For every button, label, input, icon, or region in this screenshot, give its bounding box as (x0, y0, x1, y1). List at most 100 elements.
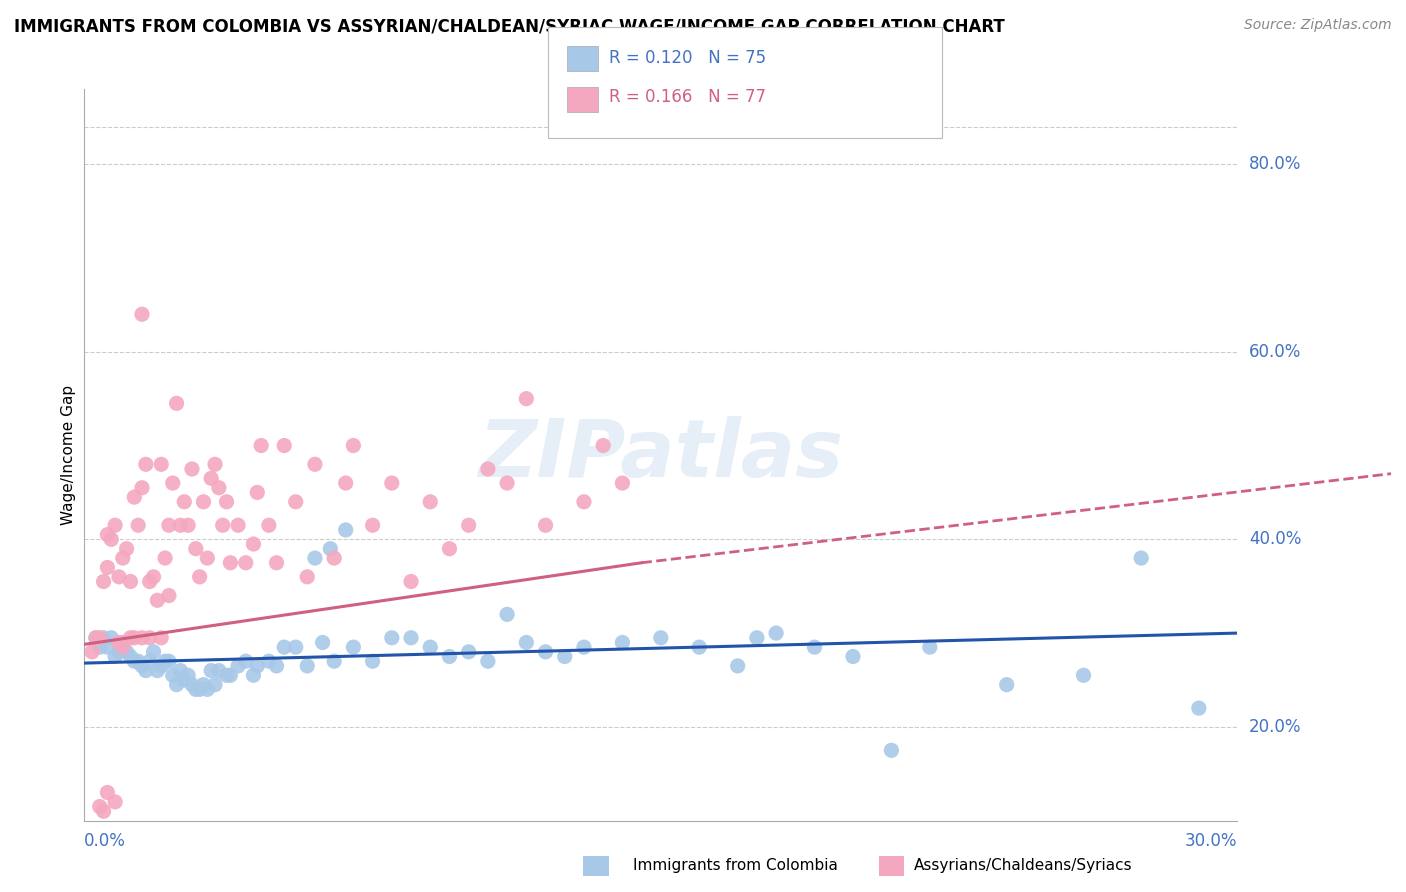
Point (304, 458, 326, 472)
Point (173, 495, 195, 509)
Point (335, 523, 357, 537)
Text: Source: ZipAtlas.com: Source: ZipAtlas.com (1244, 18, 1392, 32)
Point (235, 556, 257, 570)
Point (200, 664, 222, 678)
Point (219, 668, 242, 682)
Point (273, 640, 295, 655)
Point (496, 476, 519, 491)
Point (592, 438, 614, 452)
Point (381, 631, 404, 645)
Point (419, 495, 441, 509)
Point (842, 649, 865, 664)
Point (323, 654, 346, 668)
Point (84, 631, 107, 645)
Point (304, 551, 326, 566)
Point (439, 541, 461, 556)
Point (995, 678, 1018, 692)
Point (188, 682, 211, 697)
Point (195, 682, 218, 697)
Point (1073, 668, 1095, 682)
Point (572, 495, 595, 509)
Point (235, 654, 257, 668)
Text: 60.0%: 60.0% (1249, 343, 1301, 360)
Point (153, 654, 176, 668)
Point (273, 438, 295, 452)
Point (215, 668, 238, 682)
Point (131, 481, 153, 495)
Point (266, 659, 288, 673)
Point (169, 664, 191, 678)
Point (93, 804, 115, 818)
Text: R = 0.120   N = 75: R = 0.120 N = 75 (609, 49, 766, 67)
Point (138, 631, 160, 645)
Point (93, 574, 115, 589)
Point (169, 518, 191, 533)
Point (1130, 551, 1153, 566)
Point (108, 570, 131, 584)
Point (319, 541, 342, 556)
Text: Immigrants from Colombia: Immigrants from Colombia (633, 858, 838, 872)
Point (150, 458, 173, 472)
Point (181, 462, 204, 476)
Point (80, 645, 103, 659)
Point (515, 635, 537, 649)
Point (257, 518, 280, 533)
Point (135, 458, 157, 472)
Point (215, 495, 238, 509)
Point (157, 518, 180, 533)
Point (419, 640, 441, 655)
Point (650, 631, 672, 645)
Point (124, 490, 146, 504)
Point (496, 607, 519, 622)
Point (104, 649, 127, 664)
Point (108, 645, 131, 659)
Point (439, 649, 461, 664)
Point (257, 654, 280, 668)
Text: R = 0.166   N = 77: R = 0.166 N = 77 (609, 88, 766, 106)
Text: Assyrians/Chaldeans/Syriacs: Assyrians/Chaldeans/Syriacs (914, 858, 1132, 872)
Text: 80.0%: 80.0% (1249, 155, 1301, 173)
Point (93, 631, 115, 645)
Point (204, 458, 226, 472)
Point (131, 307, 153, 321)
Point (880, 743, 903, 757)
Text: 30.0%: 30.0% (1185, 832, 1237, 850)
Point (153, 551, 176, 566)
Text: 20.0%: 20.0% (1249, 718, 1302, 736)
Point (803, 640, 825, 655)
Point (138, 574, 160, 589)
Point (131, 659, 153, 673)
Point (342, 438, 364, 452)
Point (89, 631, 111, 645)
Point (120, 649, 142, 664)
Point (242, 537, 264, 551)
Point (177, 518, 200, 533)
Point (457, 645, 479, 659)
Point (219, 556, 242, 570)
Point (96, 527, 118, 541)
Point (150, 631, 173, 645)
Point (115, 541, 138, 556)
Point (246, 485, 269, 500)
Point (226, 518, 249, 533)
Point (226, 659, 249, 673)
Point (612, 476, 634, 491)
Point (457, 518, 479, 533)
Point (284, 640, 307, 655)
Point (477, 462, 499, 476)
Point (381, 476, 404, 491)
Point (246, 659, 269, 673)
Point (142, 645, 165, 659)
Point (477, 654, 499, 668)
Point (745, 631, 768, 645)
Point (211, 518, 233, 533)
Point (120, 631, 142, 645)
Point (361, 518, 384, 533)
Point (111, 640, 134, 655)
Point (162, 476, 184, 491)
Point (100, 533, 122, 547)
Point (104, 518, 127, 533)
Point (84, 631, 107, 645)
Point (266, 556, 288, 570)
Text: 40.0%: 40.0% (1249, 531, 1301, 549)
